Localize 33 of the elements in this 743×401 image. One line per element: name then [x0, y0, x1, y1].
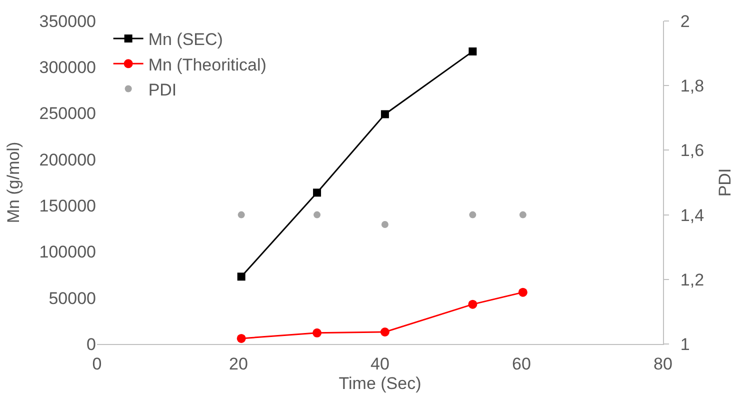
y-tick-label: 200000	[39, 150, 96, 170]
y-tick-label: 150000	[39, 196, 96, 216]
legend-label: Mn (Theoritical)	[148, 55, 266, 74]
y2-tick-label: 1	[680, 334, 690, 354]
point	[313, 188, 322, 197]
x-tick-label: 40	[370, 354, 390, 374]
legend-label: PDI	[148, 80, 177, 100]
point	[380, 328, 390, 336]
y2-tick-label: 1,8	[680, 76, 704, 96]
x-tick-label: 20	[229, 354, 248, 374]
point	[237, 272, 246, 281]
y2-tick-label: 1,6	[680, 141, 704, 160]
y2-tick-label: 2	[680, 12, 690, 31]
x-tick-label: 80	[654, 354, 672, 374]
point	[312, 328, 322, 338]
y-axis-title: Mn (g/mol)	[4, 142, 23, 224]
y2-axis-title: PDI	[715, 168, 734, 197]
y2-tick-label: 1,4	[680, 206, 704, 225]
point	[236, 334, 246, 343]
point	[468, 300, 478, 309]
point	[380, 110, 389, 118]
point	[518, 288, 528, 297]
y-tick-label: 50000	[48, 288, 96, 308]
point	[468, 47, 477, 56]
y2-tick-label: 1,2	[680, 270, 704, 290]
x-tick-label: 60	[512, 354, 531, 374]
y-tick-label: 0	[86, 334, 96, 354]
y-tick-label: 300000	[39, 58, 96, 78]
y-tick-label: 250000	[39, 104, 96, 124]
legend-label: Mn (SEC)	[148, 30, 223, 50]
y-tick-label: 350000	[39, 12, 96, 31]
x-axis-title: Time (Sec)	[338, 374, 422, 393]
y-tick-label: 100000	[39, 242, 96, 262]
